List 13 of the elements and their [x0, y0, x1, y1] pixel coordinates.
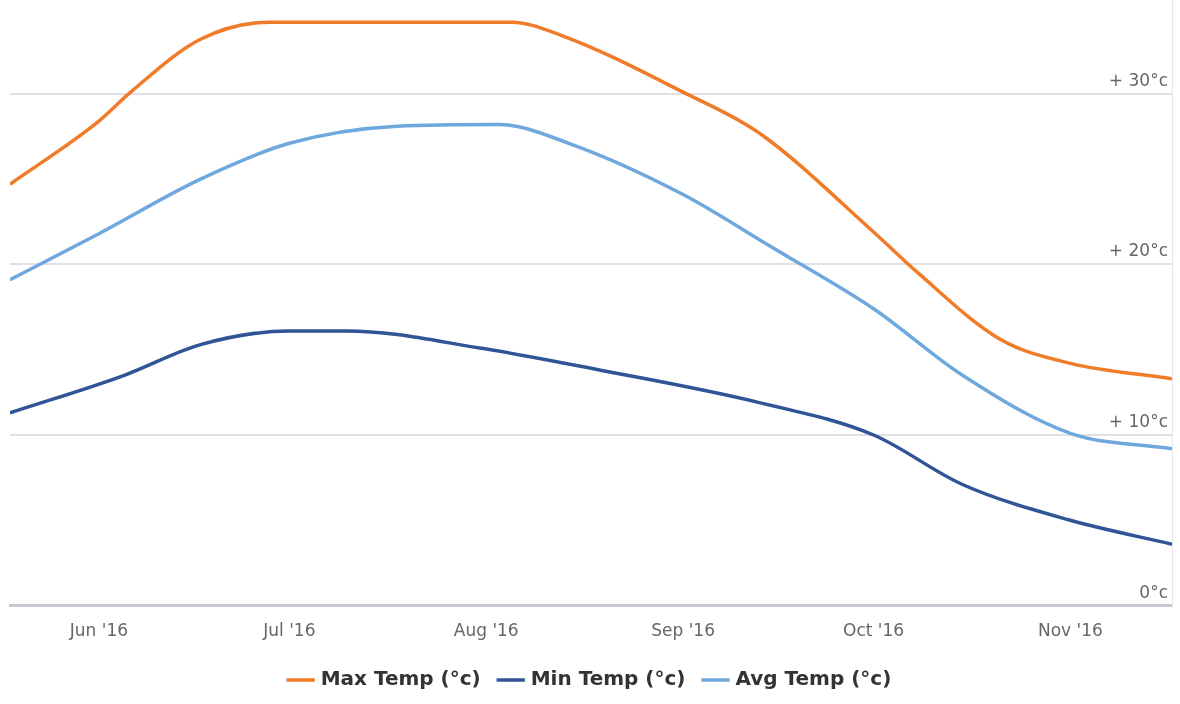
y-tick-label: + 10°c [1108, 410, 1168, 431]
x-tick-label: Aug '16 [453, 620, 519, 641]
legend-label: Max Temp (°c) [320, 666, 481, 691]
x-tick-label: Sep '16 [651, 620, 715, 641]
y-tick-label: + 30°c [1108, 69, 1168, 90]
y-tick-label: 0°c [1139, 581, 1168, 602]
legend-label: Avg Temp (°c) [735, 666, 892, 691]
y-tick-label: + 20°c [1108, 240, 1168, 261]
x-tick-label: Jul '16 [262, 620, 316, 641]
x-tick-label: Jun '16 [68, 620, 129, 641]
x-tick-label: Oct '16 [843, 620, 905, 641]
legend-label: Min Temp (°c) [530, 666, 686, 691]
x-tick-label: Nov '16 [1037, 620, 1103, 641]
